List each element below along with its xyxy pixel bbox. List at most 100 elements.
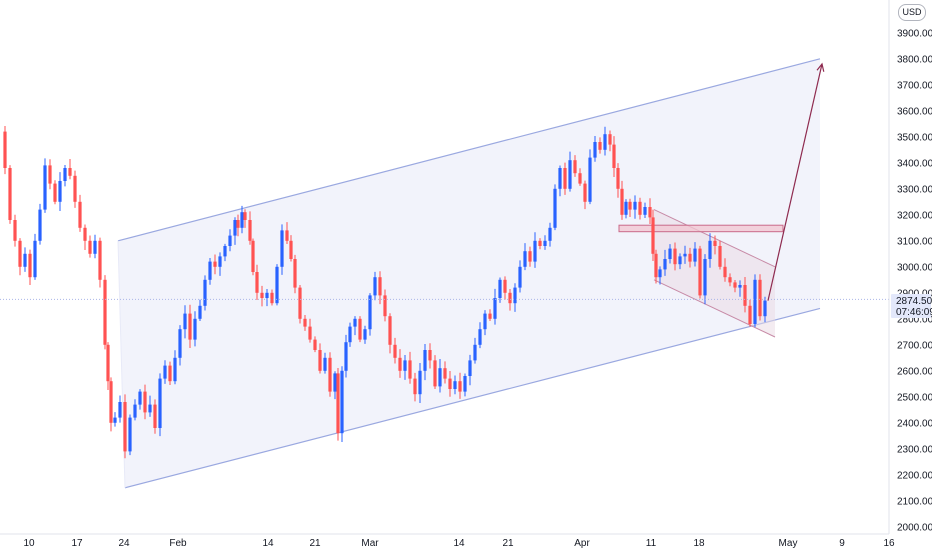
candle-body	[218, 256, 222, 267]
candle-body	[260, 292, 264, 298]
candle-body	[98, 240, 102, 280]
candle-body	[438, 368, 442, 387]
candle-body	[683, 253, 687, 257]
time-tick-label: Feb	[169, 538, 187, 549]
candle-body	[728, 277, 732, 283]
candle-body	[128, 417, 132, 452]
candle-body	[458, 381, 462, 392]
time-tick-label: Mar	[361, 538, 379, 549]
candle-body	[698, 248, 702, 296]
candle-body	[763, 300, 767, 317]
candle-body	[363, 329, 367, 340]
candle-body	[703, 259, 707, 296]
candle-body	[18, 240, 22, 267]
price-tick-label: 2100.00	[897, 496, 932, 507]
candle-body	[648, 207, 652, 218]
candle-body	[23, 253, 27, 267]
candle-body	[628, 201, 632, 210]
candle-body	[403, 360, 407, 371]
candle-body	[138, 391, 142, 405]
candle-body	[68, 168, 72, 176]
last-price-tag: 2874.50 07:46:09	[891, 294, 932, 318]
candle-body	[63, 168, 67, 181]
candle-body	[543, 240, 547, 246]
channel-fill	[118, 58, 820, 488]
time-tick-label: Apr	[574, 538, 590, 549]
price-tick-label: 3700.00	[897, 80, 932, 91]
time-tick-label: 21	[309, 538, 321, 549]
candle-body	[428, 350, 432, 361]
candle-body	[358, 318, 362, 340]
candle-body	[368, 295, 372, 330]
candle-body	[78, 201, 82, 228]
candle-body	[53, 183, 57, 202]
time-tick-label: 14	[262, 538, 274, 549]
candle-body	[373, 277, 377, 296]
time-tick-label: 21	[502, 538, 514, 549]
time-tick-label: 14	[453, 538, 465, 549]
candle-body	[654, 253, 658, 278]
time-tick-label: 17	[71, 538, 83, 549]
candle-body	[340, 370, 344, 434]
candle-body	[578, 173, 582, 184]
candle-body	[148, 404, 152, 413]
price-tick-label: 2200.00	[897, 470, 932, 481]
channel-lower-line[interactable]	[124, 307, 821, 489]
candlestick-series	[3, 125, 767, 459]
candle-body	[183, 313, 187, 330]
candle-body	[463, 376, 467, 392]
candle-body	[280, 230, 284, 267]
candle-body	[113, 417, 117, 423]
candle-body	[336, 373, 340, 434]
candle-body	[28, 253, 32, 278]
candle-body	[303, 318, 307, 327]
candle-body	[733, 282, 737, 288]
candle-body	[443, 368, 447, 379]
channel-upper-line[interactable]	[117, 58, 821, 242]
candle-body	[503, 279, 507, 293]
currency-badge[interactable]: USD	[898, 4, 926, 21]
wedge-lower-line[interactable]	[653, 279, 776, 338]
candle-body	[240, 212, 244, 228]
candle-body	[573, 160, 577, 174]
candle-body	[423, 350, 427, 371]
candle-body	[265, 292, 269, 298]
candle-body	[468, 360, 472, 376]
candle-body	[33, 240, 37, 278]
candle-body	[378, 277, 382, 296]
candle-body	[588, 157, 592, 202]
candle-body	[383, 295, 387, 317]
candle-body	[413, 378, 417, 395]
time-axis[interactable]: 10 17 24 Feb 14 21 Mar 14 21 Apr 11 18 May 9 16	[0, 533, 895, 549]
candle-body	[633, 201, 637, 210]
time-tick-label: May	[779, 538, 798, 549]
price-axis[interactable]: 2000.00 2100.00 2200.00 2300.00 2400.00 2500.…	[888, 0, 932, 550]
candle-body	[248, 220, 252, 241]
time-tick-label: 24	[118, 538, 130, 549]
candle-body	[433, 360, 437, 387]
candle-body	[498, 279, 502, 298]
candle-body	[103, 279, 107, 345]
candle-body	[723, 266, 727, 278]
price-tick-label: 2000.00	[897, 522, 932, 533]
candle-body	[233, 220, 237, 236]
candle-body	[318, 350, 322, 371]
candle-body	[323, 357, 327, 371]
projection-arrow-line[interactable]	[767, 63, 823, 301]
candle-body	[109, 381, 113, 423]
candle-body	[188, 313, 192, 340]
candle-body	[638, 201, 642, 215]
candle-body	[568, 160, 572, 189]
candle-body	[158, 378, 162, 428]
candle-body	[608, 134, 612, 145]
candle-body	[173, 357, 177, 382]
candle-body	[133, 404, 137, 418]
candle-body	[208, 261, 212, 280]
resistance-zone[interactable]	[618, 224, 784, 233]
candle-body	[408, 360, 412, 379]
candle-body	[48, 165, 52, 184]
candle-body	[344, 342, 348, 371]
candle-body	[270, 292, 274, 304]
countdown-timer: 07:46:09	[896, 307, 932, 318]
